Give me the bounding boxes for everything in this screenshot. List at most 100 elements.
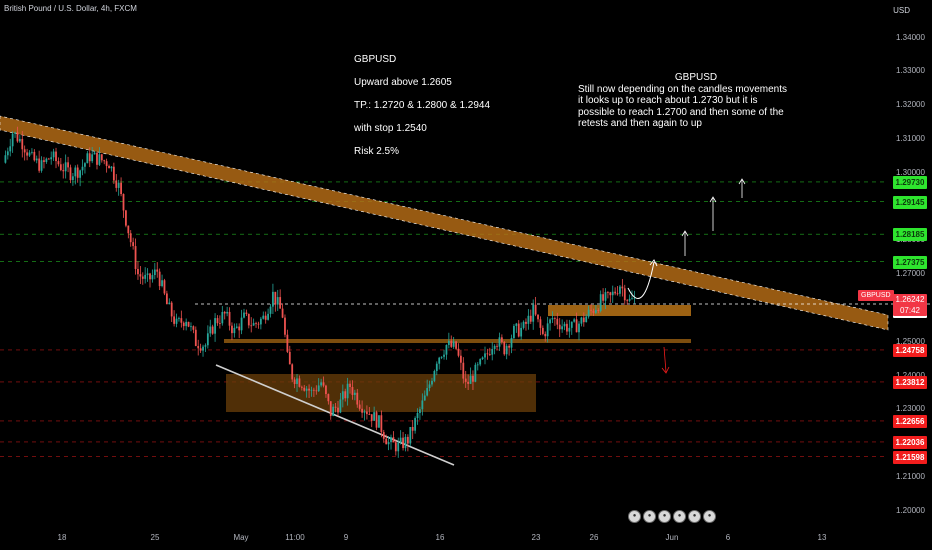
candle-body: [11, 133, 14, 147]
time-tick-label: 9: [343, 533, 349, 542]
candle-body: [558, 324, 561, 330]
candle-body: [64, 162, 67, 172]
candle-body: [486, 353, 489, 355]
candle-body: [127, 225, 130, 234]
candle-body: [141, 276, 144, 279]
projection-curve[interactable]: [627, 261, 655, 299]
trade-plan-note[interactable]: GBPUSD Upward above 1.2605 TP.: 1.2720 &…: [354, 54, 490, 169]
candle-body: [40, 160, 43, 171]
descending-channel[interactable]: [0, 115, 889, 331]
analysis-note-text: Still now depending on the candles movem…: [578, 83, 788, 130]
candle-body: [387, 442, 390, 445]
candle-body: [602, 294, 604, 301]
candle-body: [472, 375, 474, 382]
price-level-label: 1.28185: [893, 228, 927, 242]
time-tick-label: 26: [589, 533, 599, 542]
countdown-value: 07:42: [899, 305, 921, 315]
candle-body: [165, 293, 168, 305]
candle-body: [117, 182, 120, 188]
candle-body: [474, 364, 477, 382]
candle-body: [125, 210, 127, 226]
candle-body: [404, 436, 407, 449]
time-tick-label: 11:00: [285, 533, 305, 542]
candle-body: [428, 384, 431, 389]
candle-body: [363, 411, 366, 413]
candle-body: [537, 314, 539, 320]
candle-body: [421, 400, 424, 410]
candle-body: [515, 323, 518, 326]
candle-body: [178, 318, 180, 319]
time-tick-label: 18: [57, 533, 67, 542]
candle-body: [390, 437, 392, 443]
event-flag-icon[interactable]: ●: [658, 510, 671, 523]
candle-body: [276, 297, 279, 305]
event-flag-icon[interactable]: ●: [688, 510, 701, 523]
candle-body: [493, 345, 496, 350]
candle-body: [122, 194, 125, 211]
candle-body: [361, 408, 363, 413]
candle-body: [510, 338, 513, 348]
support-zone[interactable]: [226, 374, 536, 412]
candle-body: [570, 321, 573, 328]
candle-body: [100, 154, 103, 161]
breakout-zone[interactable]: [224, 339, 691, 343]
candle-body: [378, 415, 380, 428]
candle-body: [252, 323, 255, 326]
candle-body: [293, 379, 296, 384]
time-tick-label: 16: [435, 533, 445, 542]
candle-body: [433, 371, 436, 381]
candle-body: [394, 442, 397, 452]
resistance-zone[interactable]: [548, 305, 691, 316]
candle-body: [426, 388, 429, 396]
candle-body: [255, 323, 257, 324]
candle-body: [484, 353, 486, 358]
candle-body: [279, 297, 282, 309]
candle-body: [98, 154, 101, 165]
candle-body: [491, 349, 494, 355]
lower-trendline[interactable]: [215, 364, 455, 466]
candle-body: [623, 288, 626, 301]
price-tick-label: 1.32000: [896, 100, 925, 110]
candle-body: [144, 274, 147, 279]
candle-body: [26, 152, 28, 156]
candle-body: [187, 321, 190, 327]
analysis-note[interactable]: GBPUSD Still now depending on the candle…: [578, 72, 794, 130]
candle-body: [325, 385, 327, 395]
time-tick-label: 6: [725, 533, 731, 542]
candle-body: [312, 389, 315, 391]
candle-body: [300, 386, 303, 388]
candle-body: [197, 345, 200, 349]
candle-body: [247, 313, 250, 326]
event-flag-icon[interactable]: ●: [673, 510, 686, 523]
candles: [4, 126, 636, 458]
candle-body: [93, 152, 96, 155]
candle-body: [134, 246, 137, 269]
candle-body: [161, 280, 163, 287]
candle-body: [259, 318, 262, 325]
candle-body: [153, 269, 156, 276]
candle-body: [590, 309, 592, 311]
candle-body: [597, 309, 600, 311]
candle-body: [62, 170, 65, 172]
event-flag-icon[interactable]: ●: [628, 510, 641, 523]
candle-body: [158, 271, 161, 287]
candle-body: [402, 437, 404, 449]
candle-body: [356, 392, 359, 405]
candle-body: [582, 317, 585, 323]
time-tick-label: 25: [150, 533, 160, 542]
event-flag-icon[interactable]: ●: [703, 510, 716, 523]
event-flag-icon[interactable]: ●: [643, 510, 656, 523]
candle-body: [57, 161, 60, 165]
candle-body: [45, 158, 48, 162]
candle-body: [151, 275, 154, 280]
candle-body: [339, 399, 342, 413]
candle-body: [115, 180, 118, 188]
candle-body: [139, 274, 142, 277]
candle-body: [52, 151, 55, 158]
candle-body: [81, 166, 84, 171]
candle-body: [31, 151, 33, 153]
candle-body: [479, 359, 482, 365]
candle-body: [28, 152, 31, 156]
candle-body: [88, 153, 91, 162]
